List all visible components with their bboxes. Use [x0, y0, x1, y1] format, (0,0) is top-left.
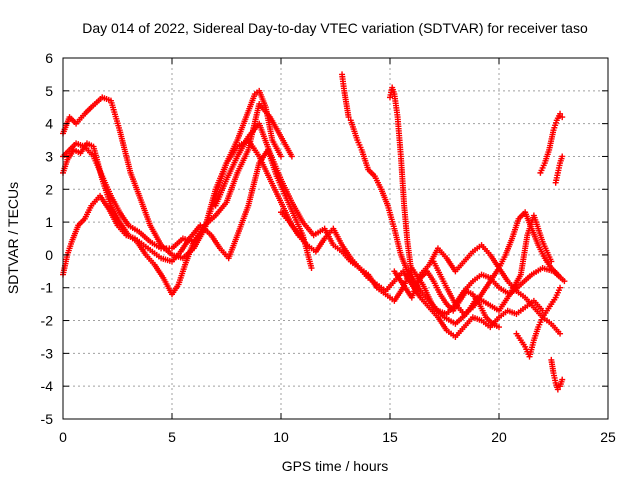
axis-ticks: 0 5 10 15 20 25 -5 -4 -3 -2 -1 0 1 2 3 4 5 6: [41, 50, 616, 445]
data-point: [496, 324, 502, 331]
x-tick-label: 20: [491, 429, 507, 445]
data-point: [557, 110, 564, 117]
chart-title: Day 014 of 2022, Sidereal Day-to-day VTE…: [82, 20, 588, 36]
data-point: [278, 153, 284, 160]
x-axis-label: GPS time / hours: [282, 458, 389, 474]
data-point: [557, 284, 564, 291]
y-tick-label: -2: [41, 313, 54, 329]
data-point: [308, 265, 315, 272]
y-tick-label: 3: [45, 148, 53, 164]
data-point: [561, 278, 568, 285]
y-tick-label: -4: [41, 378, 54, 394]
data-point: [288, 153, 295, 160]
x-tick-label: 25: [600, 429, 616, 445]
data-points: [60, 71, 568, 393]
x-tick-label: 15: [382, 429, 398, 445]
x-tick-label: 5: [168, 429, 176, 445]
data-point: [559, 114, 566, 121]
y-tick-label: 4: [45, 116, 53, 132]
y-tick-label: 5: [45, 83, 53, 99]
y-tick-label: 1: [45, 214, 53, 230]
data-point: [345, 114, 352, 121]
y-tick-label: -1: [41, 280, 54, 296]
x-tick-label: 0: [59, 429, 67, 445]
y-axis-label: SDTVAR / TECUs: [5, 182, 21, 294]
y-tick-label: -5: [41, 411, 54, 427]
y-tick-label: 6: [45, 50, 53, 66]
data-point: [559, 376, 566, 383]
data-point: [557, 330, 564, 337]
y-tick-label: 2: [45, 181, 53, 197]
plot-frame: [62, 57, 609, 420]
data-point: [554, 386, 561, 393]
data-point: [559, 153, 566, 160]
y-tick-label: 0: [45, 247, 53, 263]
y-tick-label: -3: [41, 345, 54, 361]
data-point: [554, 271, 561, 278]
x-tick-label: 10: [273, 429, 289, 445]
